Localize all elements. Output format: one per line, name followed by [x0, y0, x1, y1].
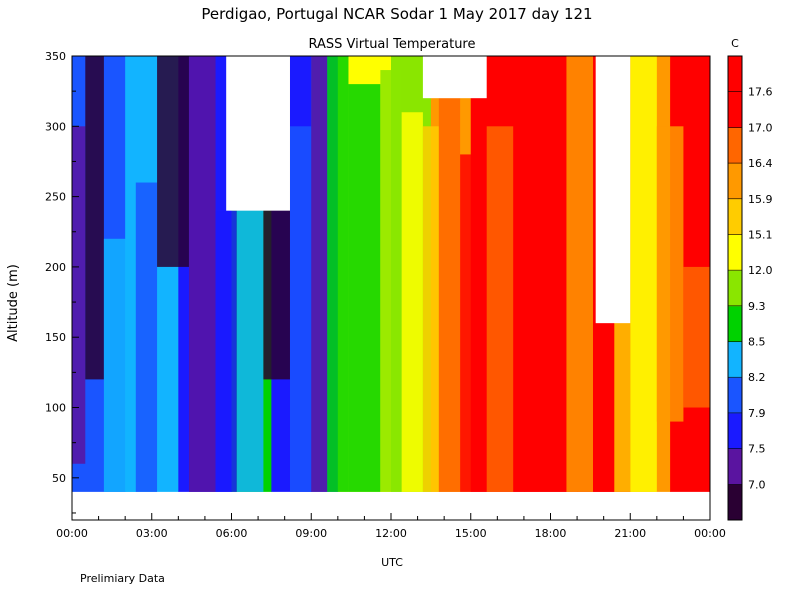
colorbar-label: 17.0: [748, 121, 773, 134]
footnote: Prelimiary Data: [80, 572, 165, 585]
y-tick-label: 250: [45, 191, 66, 204]
colorbar-label: 7.5: [748, 443, 766, 456]
x-tick-label: 03:00: [136, 527, 168, 540]
y-tick-label: 350: [45, 50, 66, 63]
heatmap-streak-18: [486, 126, 514, 492]
heatmap-streak-21: [566, 56, 594, 492]
heatmap-streak-20: [539, 126, 567, 492]
y-tick-label: 200: [45, 261, 66, 274]
heatmap-streak-4: [157, 56, 189, 267]
heatmap-streak-11: [327, 56, 349, 492]
heatmap-gap-1: [595, 56, 631, 324]
plot-area: [72, 56, 711, 492]
heatmap-streak-6: [215, 210, 237, 492]
heatmap-streak-26: [683, 266, 710, 408]
heatmap-streak-24: [630, 56, 657, 492]
colorbar-label: 8.2: [748, 371, 766, 384]
colorbar-label: 7.9: [748, 407, 766, 420]
colorbar-frame: [727, 55, 743, 521]
axes: 00:00 03:00 06:00 09:00 12:00 15:00 18:00 21:00…: [45, 50, 726, 540]
heatmap-streak-5: [188, 56, 216, 492]
colorbar-segment: [728, 234, 742, 271]
colorbar-label: 16.4: [748, 157, 773, 170]
colorbar-segment: [728, 484, 742, 521]
heatmap-streak-13: [380, 70, 402, 492]
heatmap-streak-1: [85, 56, 104, 380]
x-tick-label: 00:00: [694, 527, 726, 540]
heatmap-streak-12: [348, 84, 381, 492]
x-tick-label: 21:00: [614, 527, 646, 540]
y-tick-label: 50: [52, 472, 66, 485]
x-axis-label: UTC: [381, 556, 403, 569]
heatmap-streak-3: [135, 182, 158, 492]
chart-title: Perdigao, Portugal NCAR Sodar 1 May 2017…: [201, 5, 592, 23]
x-tick-label: 09:00: [295, 527, 327, 540]
x-tick-label: 06:00: [216, 527, 248, 540]
colorbar-label: 15.1: [748, 228, 773, 241]
x-tick-label: 18:00: [535, 527, 567, 540]
heatmap-streak-7: [236, 196, 264, 492]
heatmap-gap-3: [422, 56, 487, 99]
x-tick-label: 00:00: [56, 527, 88, 540]
colorbar-segment: [728, 163, 742, 200]
y-tick-label: 150: [45, 331, 66, 344]
heatmap-streak-16: [438, 98, 461, 492]
colorbar-segment: [728, 91, 742, 128]
chart-subtitle: RASS Virtual Temperature: [309, 37, 476, 52]
colorbar-segment: [728, 412, 742, 450]
heatmap-streak-19: [513, 70, 540, 492]
heatmap-streak-15: [422, 126, 439, 492]
colorbar-label: 15.9: [748, 193, 773, 206]
y-tick-label: 300: [45, 120, 66, 133]
heatmap-streak-10: [311, 56, 328, 492]
colorbar: 7.0 7.5 7.9 8.2 8.5 9.3 12.0 15.1 15.9 16.4 17.0 17…: [727, 55, 773, 521]
colorbar-label: 17.6: [748, 86, 773, 99]
colorbar-segment: [728, 127, 742, 164]
colorbar-segment: [728, 270, 742, 307]
y-tick-label: 100: [45, 402, 66, 415]
colorbar-segment: [728, 448, 742, 485]
heatmap-streak-2: [103, 238, 136, 492]
heatmap-streak-9: [289, 126, 312, 492]
colorbar-segment: [728, 305, 742, 343]
colorbar-label: 9.3: [748, 300, 766, 313]
colorbar-label: 7.0: [748, 478, 766, 491]
y-axis-label: Altitude (m): [6, 264, 21, 342]
heatmap-streak-17: [460, 154, 487, 492]
colorbar-segment: [728, 56, 742, 93]
colorbar-segment: [728, 341, 742, 378]
x-tick-label: 15:00: [455, 527, 487, 540]
heatmap-streak-0: [72, 126, 86, 464]
heatmap-streak-25: [656, 126, 684, 422]
heatmap-gap-2: [226, 56, 290, 211]
x-tick-label: 12:00: [375, 527, 407, 540]
colorbar-unit: C: [731, 37, 739, 50]
colorbar-segment: [728, 377, 742, 414]
colorbar-label: 8.5: [748, 336, 766, 349]
colorbar-label: 12.0: [748, 264, 773, 277]
heatmap-streak-14: [401, 112, 423, 492]
colorbar-segment: [728, 198, 742, 235]
